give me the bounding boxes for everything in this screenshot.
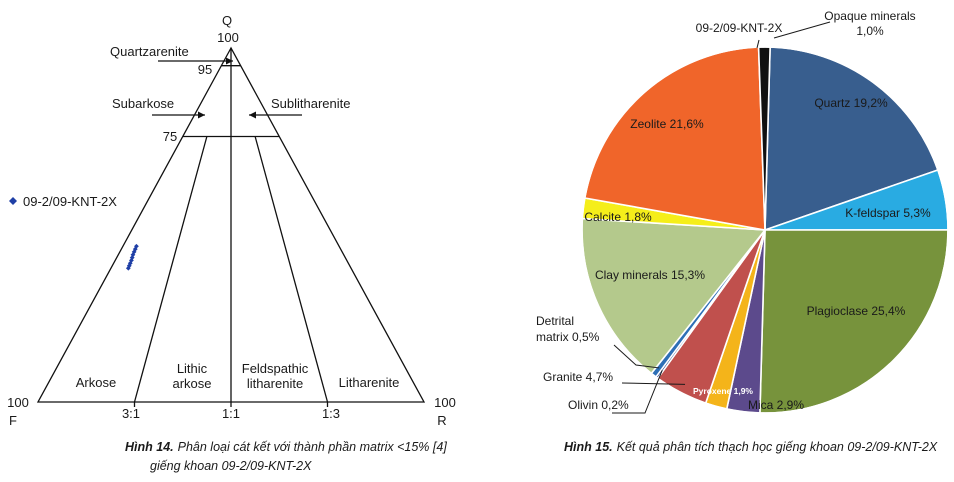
field-lithic-arkose-line1: Lithic xyxy=(177,361,208,376)
level-95-label: 95 xyxy=(198,62,212,77)
leader-title xyxy=(756,39,760,49)
divider-3-1 xyxy=(133,136,208,403)
base-tick-1-3: 1:3 xyxy=(322,406,340,421)
label-opaque-line1: Opaque minerals xyxy=(824,9,915,23)
label-clay-minerals: Clay minerals 15,3% xyxy=(595,268,705,282)
vertex-q-symbol: Q xyxy=(222,13,232,28)
leader-opaque xyxy=(773,21,831,39)
base-tick-1-1: 1:1 xyxy=(222,406,240,421)
field-quartzarenite: Quartzarenite xyxy=(110,44,189,59)
ternary-sample-point xyxy=(127,260,133,266)
caption-15: Hình 15. Kết quả phân tích thạch học giến… xyxy=(564,440,938,454)
field-lithic-arkose-line2: arkose xyxy=(172,376,211,391)
caption-14-line1: Hình 14. Phân loại cát kết với thành phần… xyxy=(125,440,447,454)
field-arkose: Arkose xyxy=(76,375,116,390)
label-quartz: Quartz 19,2% xyxy=(814,96,888,110)
label-plagioclase: Plagioclase 25,4% xyxy=(807,304,906,318)
arrow-sublitharenite-head xyxy=(249,111,256,119)
label-granite: Granite 4,7% xyxy=(543,370,613,384)
field-sublitharenite: Sublitharenite xyxy=(271,96,351,111)
vertex-f-symbol: F xyxy=(9,413,17,428)
leader-granite xyxy=(621,382,686,385)
label-k-feldspar: K-feldspar 5,3% xyxy=(845,206,931,220)
ternary-sample-point xyxy=(129,255,135,260)
caption-14-line2: giếng khoan 09-2/09-KNT-2X xyxy=(150,459,312,473)
ternary-lines xyxy=(36,46,426,407)
caption-14-text: Phân loại cát kết với thành phần matrix … xyxy=(178,440,448,454)
leader-olivin xyxy=(612,370,663,414)
label-detrital-line1: Detrital xyxy=(536,314,574,328)
ternary-diagram: Q 100 100 F 100 R 95 75 3:1 1:1 1:3 Quar… xyxy=(7,13,456,473)
field-feldspathic-line2: litharenite xyxy=(247,376,303,391)
ternary-points xyxy=(125,243,139,271)
label-mica: Mica 2,9% xyxy=(748,398,804,412)
field-subarkose: Subarkose xyxy=(112,96,174,111)
ternary-sample-point xyxy=(125,265,131,271)
label-pyroxene: Pyroxene 1,9% xyxy=(693,386,753,396)
pie-title: 09-2/09-KNT-2X xyxy=(696,21,783,35)
caption-14-bold: Hình 14. xyxy=(125,440,174,454)
caption-15-bold: Hình 15. xyxy=(564,440,613,454)
label-detrital-line2: matrix 0,5% xyxy=(536,330,600,344)
label-opaque-line2: 1,0% xyxy=(856,24,884,38)
pie-slice-plagioclase xyxy=(759,229,949,414)
label-calcite: Calcite 1,8% xyxy=(584,210,652,224)
pie-rim xyxy=(581,46,949,414)
label-olivin: Olivin 0,2% xyxy=(568,398,629,412)
field-feldspathic-line1: Feldspathic xyxy=(242,361,309,376)
pie-leader-lines xyxy=(612,21,831,414)
pie-chart: 09-2/09-KNT-2X Opaque minerals 1,0% Quar… xyxy=(536,9,949,454)
pie-slice-zeolite xyxy=(583,46,766,231)
level-75-label: 75 xyxy=(163,129,177,144)
pie-slices xyxy=(581,46,949,414)
caption-15-text: Kết quả phân tích thạch học giếng khoan … xyxy=(617,440,938,454)
vertex-q-value: 100 xyxy=(217,30,239,45)
ternary-sample-point xyxy=(132,246,138,252)
divider-1-3 xyxy=(254,136,329,403)
label-zeolite: Zeolite 21,6% xyxy=(630,117,704,131)
vertex-f-value: 100 xyxy=(7,395,29,410)
field-litharenite: Litharenite xyxy=(339,375,400,390)
leader-detrital xyxy=(613,344,660,369)
base-tick-3-1: 3:1 xyxy=(122,406,140,421)
arrow-quartzarenite-head xyxy=(226,57,233,65)
arrow-subarkose-head xyxy=(198,111,205,119)
legend-label: 09-2/09-KNT-2X xyxy=(23,194,117,209)
legend-marker-diamond xyxy=(9,197,17,205)
vertex-r-symbol: R xyxy=(437,413,446,428)
vertex-r-value: 100 xyxy=(434,395,456,410)
